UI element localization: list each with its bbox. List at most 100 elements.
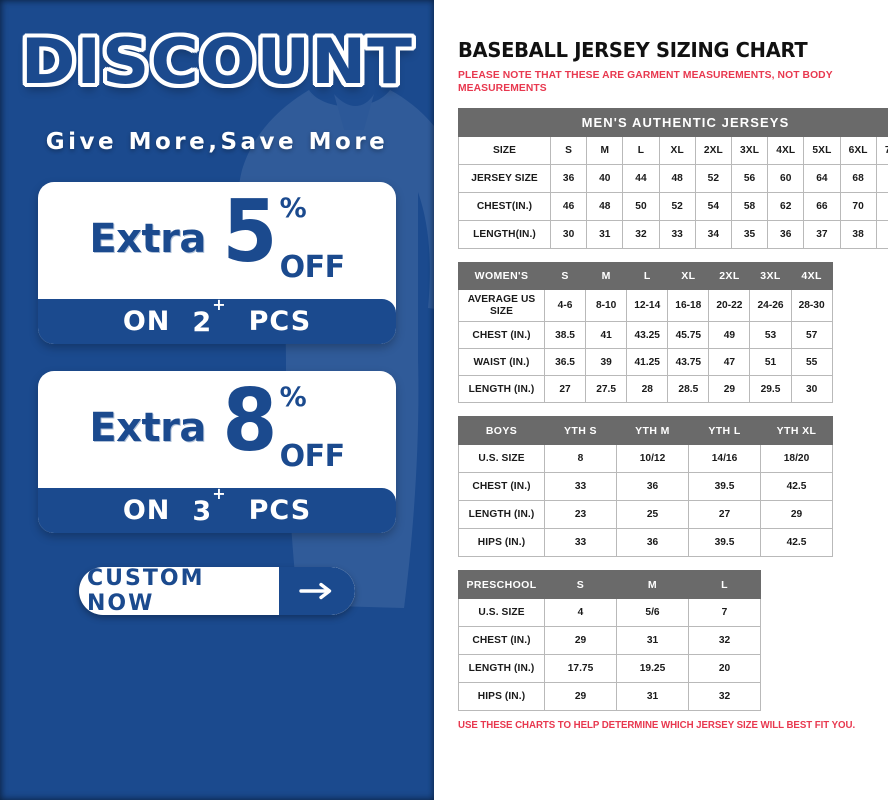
column-header: 5XL <box>803 136 841 166</box>
column-header: 2XL <box>708 262 751 291</box>
row-label: AVERAGE US SIZE <box>458 289 545 323</box>
table-cell: 33 <box>658 220 696 250</box>
table-row: WAIST (IN.) 36.5 39 41.25 43.75 47 51 55 <box>458 348 833 377</box>
table-row: U.S. SIZE 4 5/6 7 <box>458 598 761 628</box>
table-row: U.S. SIZE 8 10/12 14/16 18/20 <box>458 444 833 474</box>
column-header: 3XL <box>730 136 769 166</box>
table-header-row: PRESCHOOL S M L <box>458 570 761 600</box>
table-cell: 76 <box>875 192 888 222</box>
corner-label: BOYS <box>458 416 545 446</box>
column-header: 7XL <box>875 136 888 166</box>
offer-extra-label: Extra <box>89 404 206 451</box>
offer-card[interactable]: Extra 8 % OFF ON 3+ PCS <box>38 371 396 534</box>
table-cell: 27 <box>688 500 761 530</box>
table-cell: 33 <box>544 472 617 502</box>
table-cell: 29 <box>544 626 617 656</box>
custom-now-label: CUSTOM NOW <box>87 567 205 616</box>
boys-sizing-table: BOYS YTH S YTH M YTH L YTH XL U.S. SIZE … <box>458 416 833 558</box>
row-label: CHEST (IN.) <box>458 321 545 350</box>
table-cell: 25 <box>616 500 689 530</box>
column-header: M <box>585 262 628 291</box>
offer-amount: 5 <box>222 182 277 282</box>
table-cell: 16-18 <box>667 289 710 323</box>
row-label: LENGTH (IN.) <box>458 500 545 530</box>
table-cell: 28-30 <box>790 289 833 323</box>
custom-now-button[interactable]: CUSTOM NOW <box>79 567 355 616</box>
column-header: XL <box>667 262 710 291</box>
arrow-right-icon[interactable] <box>277 567 355 616</box>
row-label: U.S. SIZE <box>458 598 545 628</box>
table-cell: 38 <box>839 220 877 250</box>
table-cell: 53 <box>749 321 792 350</box>
table-cell: 64 <box>803 164 841 194</box>
column-header: M <box>616 570 689 600</box>
table-row: AVERAGE US SIZE 4-6 8-10 12-14 16-18 20-… <box>458 289 833 323</box>
table-cell: 37 <box>803 220 841 250</box>
offer-card-body: Extra 8 % OFF <box>38 371 396 488</box>
table-cell: 66 <box>803 192 841 222</box>
offer-condition-prefix: ON <box>122 306 171 338</box>
table-cell: 39 <box>585 348 628 377</box>
table-cell: 36 <box>549 164 588 194</box>
corner-label: SIZE <box>458 136 551 166</box>
table-cell: 35 <box>730 220 769 250</box>
mens-sizing-table: MEN'S AUTHENTIC JERSEYS SIZE S M L XL 2X… <box>458 108 888 250</box>
table-cell: 7 <box>688 598 761 628</box>
table-cell: 36 <box>616 528 689 558</box>
table-cell: 29.5 <box>749 375 792 404</box>
table-cell: 43.75 <box>667 348 710 377</box>
column-header: S <box>544 570 617 600</box>
womens-sizing-table: WOMEN'S S M L XL 2XL 3XL 4XL AVERAGE US … <box>458 262 833 404</box>
discount-promo-panel: DISCOUNT Give More,Save More Extra 5 % O… <box>0 0 434 800</box>
offer-condition-prefix: ON <box>122 495 171 527</box>
column-header: 3XL <box>749 262 792 291</box>
table-cell: 24-26 <box>749 289 792 323</box>
table-cell: 58 <box>730 192 769 222</box>
offer-percent-symbol: % <box>279 381 307 413</box>
table-cell: 8 <box>544 444 617 474</box>
table-cell: 27.5 <box>585 375 628 404</box>
page-title: DISCOUNT <box>20 25 414 98</box>
column-header: L <box>626 262 669 291</box>
row-label: JERSEY SIZE <box>458 164 551 194</box>
table-cell: 28 <box>626 375 669 404</box>
table-cell: 12-14 <box>626 289 669 323</box>
table-cell: 41 <box>585 321 628 350</box>
corner-label: WOMEN'S <box>458 262 545 291</box>
table-cell: 70 <box>839 192 877 222</box>
table-cell: 39.5 <box>688 528 761 558</box>
table-cell: 68 <box>839 164 877 194</box>
table-cell: 14/16 <box>688 444 761 474</box>
offer-condition-bar: ON 2+ PCS <box>38 295 396 345</box>
offer-extra-label: Extra <box>89 215 206 262</box>
table-cell: 38.5 <box>543 321 587 350</box>
table-cell: 20-22 <box>708 289 751 323</box>
table-row: HIPS (IN.) 29 31 32 <box>458 682 761 712</box>
table-row: HIPS (IN.) 33 36 39.5 42.5 <box>458 528 833 558</box>
column-header: S <box>543 262 587 291</box>
table-row: CHEST (IN.) 38.5 41 43.25 45.75 49 53 57 <box>458 321 833 350</box>
table-cell: 29 <box>544 682 617 712</box>
offer-condition-qty: 3+ <box>192 483 227 527</box>
table-cell: 18/20 <box>760 444 833 474</box>
table-cell: 36 <box>616 472 689 502</box>
table-cell: 31 <box>616 626 689 656</box>
table-cell: 72 <box>875 164 888 194</box>
preschool-sizing-table: PRESCHOOL S M L U.S. SIZE 4 5/6 7 CHEST … <box>458 570 761 712</box>
table-header-row: WOMEN'S S M L XL 2XL 3XL 4XL <box>458 262 833 291</box>
table-cell: 54 <box>694 192 732 222</box>
table-cell: 31 <box>586 220 624 250</box>
offer-amount: 8 <box>222 371 277 471</box>
column-header: YTH M <box>616 416 689 446</box>
table-cell: 32 <box>688 626 761 656</box>
row-label: CHEST (IN.) <box>458 472 545 502</box>
table-cell: 39 <box>875 220 888 250</box>
table-row: LENGTH(IN.) 30 31 32 33 34 35 36 37 38 3… <box>458 220 888 250</box>
table-cell: 52 <box>658 192 696 222</box>
table-cell: 39.5 <box>688 472 761 502</box>
table-cell: 28.5 <box>667 375 710 404</box>
table-cell: 29 <box>708 375 751 404</box>
offer-card[interactable]: Extra 5 % OFF ON 2+ PCS <box>38 182 396 345</box>
table-cell: 45.75 <box>667 321 710 350</box>
table-cell: 42.5 <box>760 528 833 558</box>
